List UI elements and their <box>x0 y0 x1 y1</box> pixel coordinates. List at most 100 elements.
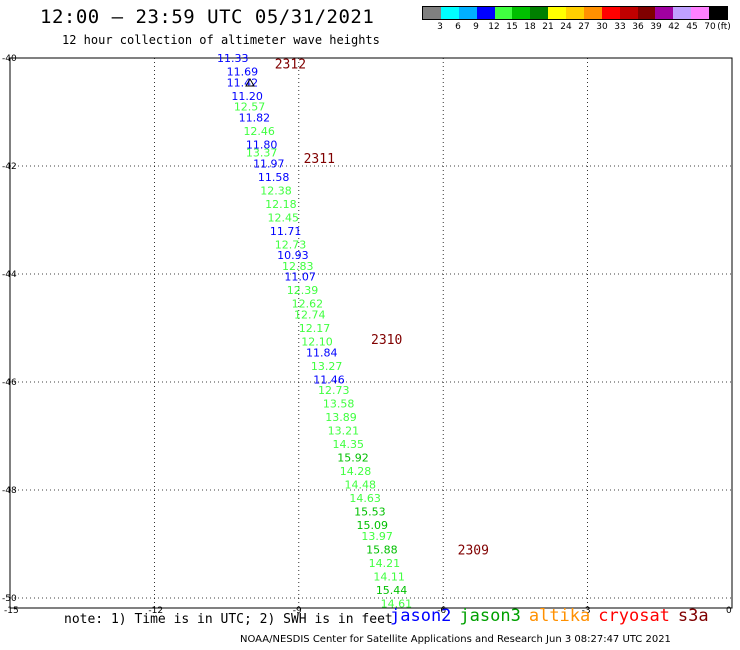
color-scale-label: 36 <box>632 22 644 32</box>
wave-height-label: 14.28 <box>340 465 372 478</box>
wave-height-label: 15.53 <box>354 506 386 519</box>
page-title: 12:00 – 23:59 UTC 05/31/2021 <box>40 6 375 28</box>
wave-height-label: 14.48 <box>345 479 377 492</box>
wave-height-label: 10.93 <box>277 249 309 262</box>
legend-item-s3a: s3a <box>677 606 709 626</box>
wave-height-label: 15.92 <box>337 452 369 465</box>
color-scale-label: 27 <box>578 22 590 32</box>
lat-tick-label: -46 <box>2 378 17 388</box>
wave-height-label: 14.61 <box>381 597 413 610</box>
wave-height-label: 15.44 <box>376 584 408 597</box>
wave-height-label: 11.69 <box>227 66 259 79</box>
color-scale-cell <box>440 7 459 19</box>
color-scale-label: 3 <box>437 22 443 32</box>
lon-tick-label: -6 <box>437 606 446 616</box>
color-scale-label: 45 <box>686 22 698 32</box>
lat-tick-label: -42 <box>2 162 17 172</box>
color-scale-unit: (ft) <box>717 22 731 32</box>
lat-tick-label: -48 <box>2 486 17 496</box>
color-scale-label: 24 <box>560 22 572 32</box>
wave-height-label: 11.84 <box>306 346 338 359</box>
wave-height-label: 12.39 <box>287 284 319 297</box>
color-scale-cell <box>655 7 674 19</box>
color-scale-label: 18 <box>524 22 536 32</box>
color-scale-labels: 3 6 9 12 15 18 21 24 27 30 33 36 39 42 45 70 (ft) <box>422 22 732 34</box>
color-scale-label: 12 <box>488 22 500 32</box>
wave-height-label: 15.88 <box>366 543 398 556</box>
legend-item-jason3: jason3 <box>459 606 521 626</box>
position-marker-icon <box>245 77 255 87</box>
wave-height-label: 13.21 <box>328 425 360 438</box>
legend-item-cryosat: cryosat <box>598 606 670 626</box>
wave-height-label: 11.07 <box>284 271 316 284</box>
lon-tick-label: -12 <box>148 606 163 616</box>
wave-height-label: 11.58 <box>258 171 290 184</box>
map-frame <box>9 57 733 609</box>
wave-height-label: 13.58 <box>323 398 355 411</box>
color-scale-cell <box>637 7 656 19</box>
color-scale-cell <box>512 7 531 19</box>
color-scale-cell <box>476 7 495 19</box>
color-scale-label: 30 <box>596 22 608 32</box>
color-scale-cell <box>709 7 727 19</box>
color-scale-label: 21 <box>542 22 554 32</box>
color-scale-cell <box>673 7 692 19</box>
wave-height-label: 11.71 <box>270 225 302 238</box>
color-scale-label: 9 <box>473 22 479 32</box>
pass-time-label: 2309 <box>458 543 489 558</box>
page-subtitle: 12 hour collection of altimeter wave hei… <box>62 33 380 47</box>
color-scale-label: 70 <box>704 22 716 32</box>
wave-height-label: 11.42 <box>227 76 259 89</box>
lat-tick-label: -50 <box>2 594 17 604</box>
lat-tick-label: -44 <box>2 270 17 280</box>
wave-height-label: 14.63 <box>349 492 381 505</box>
wave-height-label: 12.17 <box>299 322 331 335</box>
color-scale-label: 33 <box>614 22 626 32</box>
lon-tick-label: -3 <box>582 606 591 616</box>
satellite-pass-labels: 2312 2311 2310 2309 <box>275 57 489 558</box>
color-scale-cell <box>691 7 709 19</box>
color-scale-cell <box>601 7 620 19</box>
wave-height-label: 13.89 <box>325 411 357 424</box>
color-scale-cell <box>619 7 638 19</box>
legend-item-altika: altika <box>528 606 591 626</box>
pass-time-label: 2310 <box>371 333 402 348</box>
lon-tick-label: -15 <box>4 606 19 616</box>
wave-height-label: 11.20 <box>231 90 263 103</box>
wave-height-label: 12.73 <box>275 238 307 251</box>
color-scale-label: 15 <box>506 22 518 32</box>
wave-height-label: 12.45 <box>268 211 300 224</box>
wave-height-label: 12.62 <box>292 298 324 311</box>
wave-height-label: 12.46 <box>243 125 274 138</box>
pass-time-label: 2312 <box>275 57 306 72</box>
wave-height-label: 12.10 <box>301 336 333 349</box>
wave-height-label: 11.46 <box>313 373 345 386</box>
wave-height-label: 13.97 <box>361 530 393 543</box>
color-scale-label: 42 <box>668 22 680 32</box>
lon-tick-label: 0 <box>726 606 732 616</box>
lon-tick-label: -9 <box>293 606 302 616</box>
color-scale-label: 6 <box>455 22 461 32</box>
legend-item-jason2: jason2 <box>390 606 452 626</box>
wave-height-label: 12.38 <box>260 184 292 197</box>
wave-height-label: 14.11 <box>373 570 405 583</box>
wave-height-label: 12.18 <box>265 198 297 211</box>
color-scale-cell <box>548 7 566 19</box>
color-scale-bar <box>422 6 728 20</box>
color-scale-cell <box>423 7 441 19</box>
color-scale-cell <box>530 7 549 19</box>
wave-height-label: 13.37 <box>246 147 278 160</box>
wave-height-values: 11.3311.6911.4211.2012.5711.8212.4611.80… <box>217 52 412 610</box>
axis-tick-labels: -15 -12 -9 -6 -3 0 -40 -42 -44 -46 -48 -50 <box>2 54 732 616</box>
color-scale-cell <box>583 7 602 19</box>
units-note: note: 1) Time is in UTC; 2) SWH is in fe… <box>64 612 393 627</box>
pass-time-label: 2311 <box>304 152 335 167</box>
wave-height-label: 11.33 <box>217 52 249 65</box>
wave-height-label: 13.27 <box>311 360 343 373</box>
wave-height-label: 14.35 <box>332 438 364 451</box>
wave-height-label: 12.57 <box>234 101 266 114</box>
satellite-legend: jason2 jason3 altika cryosat s3a <box>390 606 717 626</box>
wave-height-label: 12.73 <box>318 384 350 397</box>
wave-height-label: 12.74 <box>294 309 326 322</box>
